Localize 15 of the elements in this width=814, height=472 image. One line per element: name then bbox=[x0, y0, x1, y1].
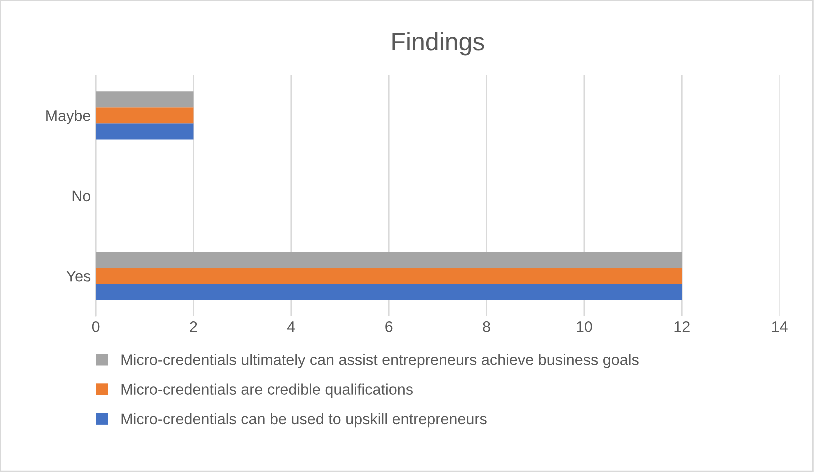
x-tick-label: 6 bbox=[386, 322, 393, 332]
x-tick-label: 2 bbox=[190, 322, 198, 332]
legend-label: Micro-credentials are credible qualifications bbox=[122, 384, 413, 398]
y-tick-label: Maybe bbox=[46, 110, 91, 124]
x-tick-label: 4 bbox=[288, 322, 296, 332]
x-tick-label: 8 bbox=[483, 322, 490, 332]
legend-label: Micro-credentials ultimately can assist entrepreneurs achieve business goals bbox=[122, 354, 639, 368]
x-tick-label: 12 bbox=[674, 322, 690, 332]
x-tick-label: 14 bbox=[772, 322, 788, 332]
chart-title: Findings bbox=[392, 32, 484, 56]
y-tick-label: No bbox=[72, 190, 91, 202]
x-tick-label: 0 bbox=[92, 322, 100, 332]
legend-label: Micro-credentials can be used to upskill entrepreneurs bbox=[122, 413, 487, 428]
y-tick-label: Yes bbox=[66, 271, 91, 282]
x-tick-label: 10 bbox=[577, 322, 592, 332]
